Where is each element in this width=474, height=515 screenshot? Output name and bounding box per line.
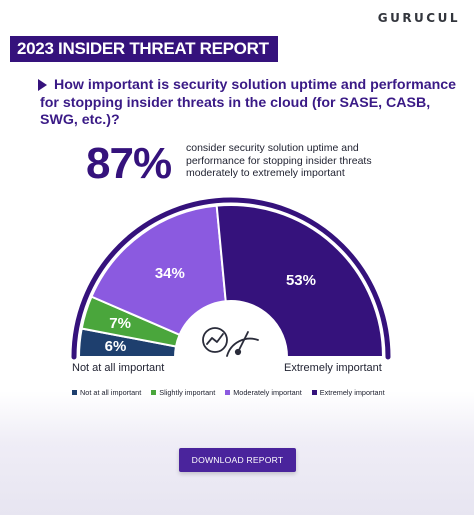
chart-legend: Not at all important Slightly important … bbox=[72, 388, 472, 397]
report-banner: 2023 INSIDER THREAT REPORT bbox=[10, 36, 278, 62]
segment-label-moderately: 34% bbox=[155, 265, 185, 282]
triangle-bullet-icon bbox=[38, 79, 47, 91]
gurucul-logo: GURUCUL bbox=[377, 11, 460, 25]
axis-right-label: Extremely important bbox=[284, 362, 382, 374]
axis-left-label: Not at all important bbox=[72, 362, 165, 374]
highlight-percentage: 87% bbox=[86, 139, 172, 188]
download-report-button[interactable]: DOWNLOAD REPORT bbox=[179, 448, 296, 472]
legend-swatch bbox=[311, 390, 317, 395]
legend-item-moderately: Moderately important bbox=[225, 388, 302, 397]
segment-label-slightly: 7% bbox=[109, 315, 131, 332]
legend-item-extremely: Extremely important bbox=[311, 388, 385, 397]
survey-question: How important is security solution uptim… bbox=[40, 77, 457, 128]
legend-item-slightly: Slightly important bbox=[151, 388, 215, 397]
outer-arc bbox=[71, 197, 391, 360]
legend-swatch bbox=[151, 390, 157, 395]
legend-item-not-at-all: Not at all important bbox=[72, 388, 141, 397]
legend-label: Moderately important bbox=[233, 388, 302, 397]
segment-label-not-at-all: 6% bbox=[105, 338, 127, 355]
legend-swatch bbox=[225, 390, 231, 395]
segment-moderately bbox=[90, 204, 227, 337]
legend-swatch bbox=[72, 390, 77, 395]
highlight-description: consider security solution uptime and pe… bbox=[186, 142, 372, 179]
analytics-gauge-icon bbox=[202, 327, 259, 357]
segment-extremely bbox=[215, 204, 385, 358]
segment-label-extremely: 53% bbox=[286, 272, 316, 289]
legend-label: Not at all important bbox=[80, 388, 142, 397]
legend-label: Slightly important bbox=[159, 388, 216, 397]
legend-label: Extremely important bbox=[319, 388, 385, 397]
